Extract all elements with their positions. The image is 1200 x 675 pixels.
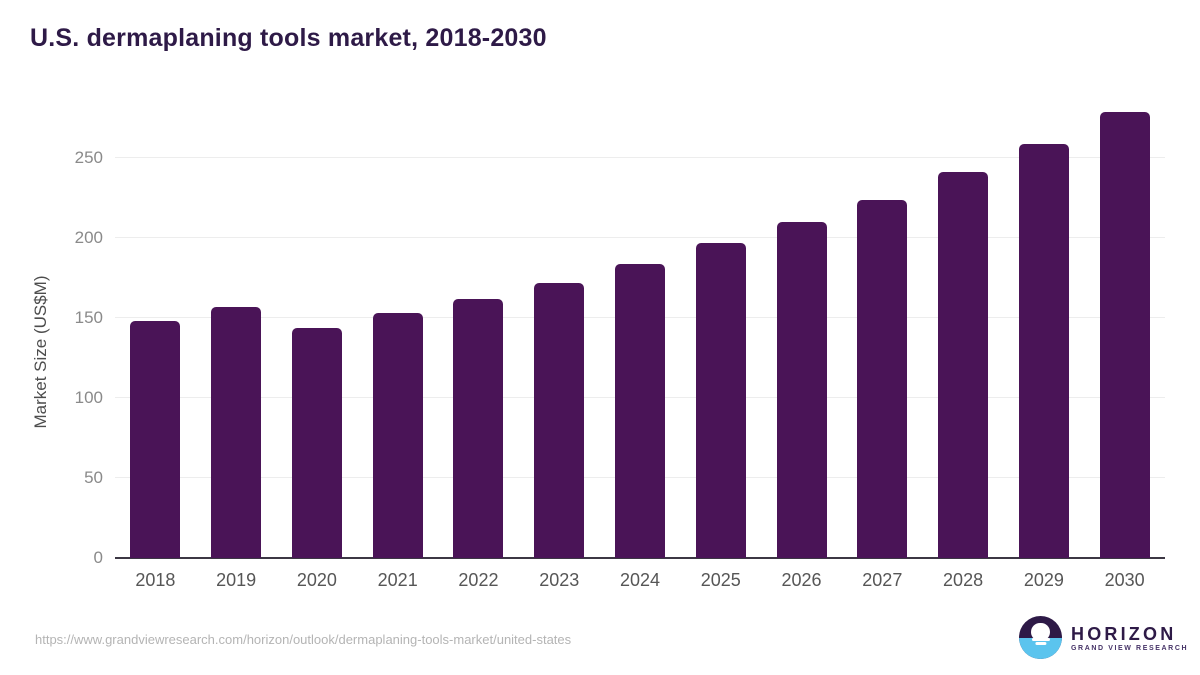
bar-2020 xyxy=(291,327,342,558)
bar-2025 xyxy=(695,242,746,558)
x-tick-label-2029: 2029 xyxy=(1023,570,1064,590)
logo-text: HORIZON GRAND VIEW RESEARCH xyxy=(1071,624,1188,652)
y-tick-label-0: 0 xyxy=(93,548,103,567)
bar-2019 xyxy=(211,306,262,558)
logo-sub-text: GRAND VIEW RESEARCH xyxy=(1071,644,1189,652)
bar-2027 xyxy=(857,199,908,558)
bar-2028 xyxy=(938,172,989,558)
bar-2021 xyxy=(372,313,423,558)
gridline-y-200 xyxy=(115,237,1165,238)
logo-brand-text: HORIZON xyxy=(1071,623,1177,644)
x-tick-label-2030: 2030 xyxy=(1104,570,1145,590)
y-tick-label-50: 50 xyxy=(84,468,103,487)
bar-2024 xyxy=(615,263,665,558)
x-tick-label-2022: 2022 xyxy=(458,570,499,590)
x-tick-label-2020: 2020 xyxy=(296,570,337,590)
y-axis-title: Market Size (US$M) xyxy=(31,275,50,429)
x-tick-label-2024: 2024 xyxy=(619,570,661,590)
x-tick-label-2028: 2028 xyxy=(943,570,984,590)
plot-area: 0 50 100 150 200 250 2018 2019 2020 2021 2022 2023 2… xyxy=(75,98,1165,590)
source-url: https://www.grandviewresearch.com/horizo… xyxy=(35,632,572,647)
x-axis-line xyxy=(115,557,1165,559)
x-tick-label-2019: 2019 xyxy=(216,570,257,590)
x-tick-label-2027: 2027 xyxy=(862,570,903,590)
logo-reflection-stripe xyxy=(1034,642,1047,646)
bar-2022 xyxy=(453,298,504,558)
x-tick-label-2026: 2026 xyxy=(781,570,822,590)
horizon-sunset-icon xyxy=(1019,616,1062,659)
bar-2030 xyxy=(1099,111,1150,558)
bar-2026 xyxy=(776,222,827,558)
bar-2029 xyxy=(1018,143,1069,558)
gridline-y-250 xyxy=(115,157,1165,158)
logo-reflection-stripe xyxy=(1031,638,1050,642)
y-tick-label-150: 150 xyxy=(74,308,103,327)
x-tick-label-2023: 2023 xyxy=(539,570,580,590)
x-tick-label-2018: 2018 xyxy=(135,570,176,590)
y-tick-label-100: 100 xyxy=(74,388,103,407)
bar-2023 xyxy=(534,282,585,558)
x-tick-label-2021: 2021 xyxy=(377,570,418,590)
y-tick-label-200: 200 xyxy=(74,228,103,247)
logo-sea xyxy=(1019,637,1062,659)
bar-2018 xyxy=(130,321,181,558)
y-tick-label-250: 250 xyxy=(74,148,103,167)
horizon-logo: HORIZON GRAND VIEW RESEARCH xyxy=(1019,616,1188,659)
logo-sun-hole xyxy=(1031,622,1050,641)
x-tick-label-2025: 2025 xyxy=(700,570,741,590)
chart-title: U.S. dermaplaning tools market, 2018-203… xyxy=(30,24,547,52)
